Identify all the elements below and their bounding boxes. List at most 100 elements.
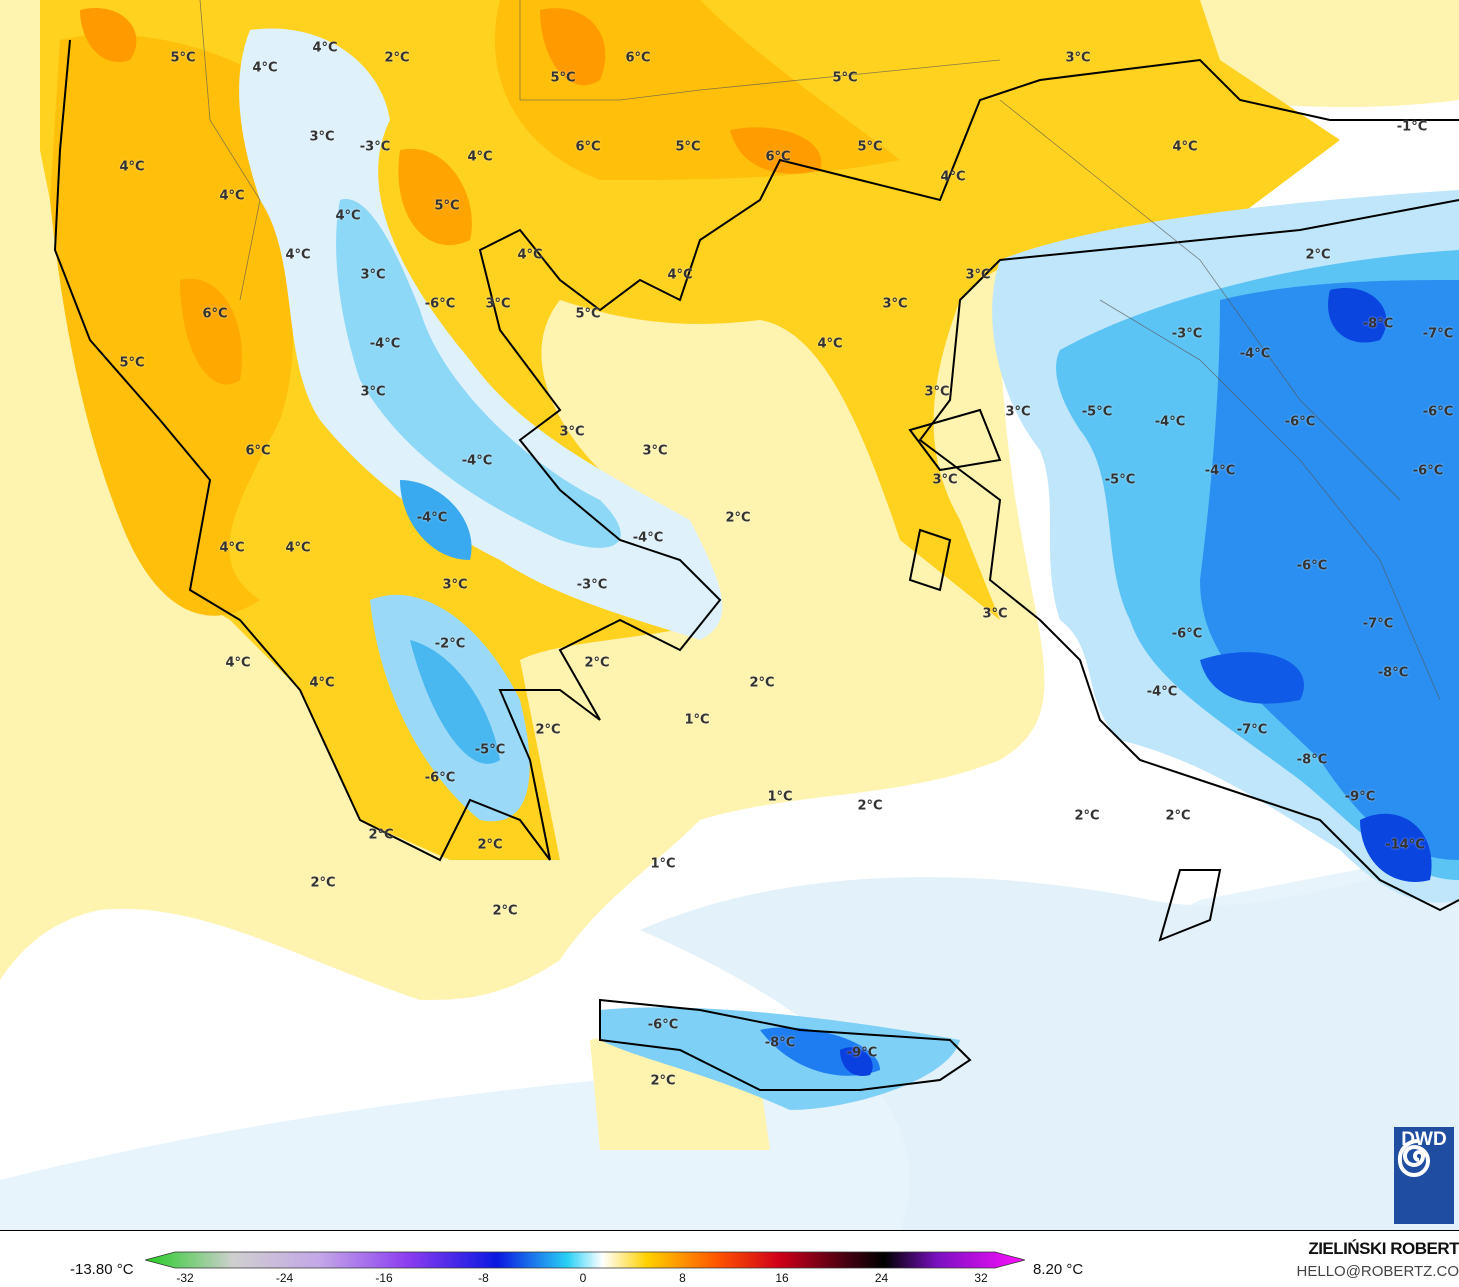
temperature-label: 5°C (170, 50, 196, 66)
temperature-label: 3°C (360, 384, 386, 400)
temperature-label: 4°C (517, 247, 543, 263)
temperature-label: -7°C (1236, 722, 1268, 738)
temperature-label: 6°C (202, 306, 228, 322)
temperature-label: 4°C (817, 336, 843, 352)
temperature-label: 5°C (832, 70, 858, 86)
temperature-label: 2°C (492, 903, 518, 919)
temperature-label: 6°C (575, 139, 601, 155)
temperature-label: -6°C (647, 1017, 679, 1033)
temperature-label: -4°C (461, 453, 493, 469)
temperature-label: 4°C (467, 149, 493, 165)
temperature-label: -14°C (1385, 837, 1425, 853)
temperature-label: 1°C (767, 789, 793, 805)
temperature-label: 1°C (650, 856, 676, 872)
dwd-logo: DWD (1394, 1127, 1454, 1224)
temperature-label: -4°C (1146, 684, 1178, 700)
temperature-label: -8°C (1296, 752, 1328, 768)
temperature-label: 2°C (857, 798, 883, 814)
temperature-map: 5°C 4°C 4°C 2°C 5°C 6°C 5°C 3°C -1°C 3°C -3°C 4°C 6°… (0, 0, 1459, 1231)
temperature-label: -8°C (1377, 665, 1409, 681)
temperature-label: 2°C (650, 1073, 676, 1089)
temperature-label: -6°C (424, 770, 456, 786)
temperature-label: -5°C (1081, 404, 1113, 420)
temperature-label: 3°C (485, 296, 511, 312)
temperature-label: -6°C (1171, 626, 1203, 642)
temperature-label: 5°C (857, 139, 883, 155)
colorbar-tick: 0 (579, 1271, 587, 1285)
temperature-label: 3°C (882, 296, 908, 312)
temperature-label: -4°C (369, 336, 401, 352)
temperature-label: 2°C (368, 827, 394, 843)
map-fields (0, 0, 1459, 1230)
temperature-label: -9°C (1344, 789, 1376, 805)
temperature-label: 3°C (360, 267, 386, 283)
temperature-label: 3°C (642, 443, 668, 459)
temperature-label: -8°C (1362, 316, 1394, 332)
temperature-label: -3°C (576, 577, 608, 593)
temperature-label: 3°C (932, 472, 958, 488)
temperature-label: 4°C (285, 247, 311, 263)
temperature-label: -4°C (1204, 463, 1236, 479)
temperature-label: -4°C (632, 530, 664, 546)
temperature-label: 2°C (725, 510, 751, 526)
logo-text: DWD (1401, 1129, 1447, 1150)
temperature-label: -8°C (764, 1035, 796, 1051)
temperature-label: 4°C (219, 540, 245, 556)
temperature-label: 4°C (940, 169, 966, 185)
temperature-label: 2°C (1074, 808, 1100, 824)
temperature-label: -9°C (846, 1045, 878, 1061)
temperature-label: -6°C (1284, 414, 1316, 430)
legend-min-value: -13.80 °C (70, 1261, 134, 1278)
colorbar-tick: 32 (974, 1271, 988, 1285)
colorbar-legend: -13.80 °C -32 -24 -16 -8 0 8 16 24 32 8.20 °C ZI… (0, 1231, 1459, 1287)
temperature-label: 4°C (312, 40, 338, 56)
temperature-label: 3°C (1065, 50, 1091, 66)
temperature-label: 2°C (535, 722, 561, 738)
temperature-label: 4°C (219, 188, 245, 204)
temperature-label: 4°C (285, 540, 311, 556)
temperature-label: -3°C (359, 139, 391, 155)
temperature-label: 2°C (384, 50, 410, 66)
temperature-label: 4°C (252, 60, 278, 76)
colorbar-tick: -16 (375, 1271, 393, 1285)
temperature-label: -4°C (1239, 346, 1271, 362)
temperature-label: -3°C (1171, 326, 1203, 342)
temperature-label: 4°C (225, 655, 251, 671)
temperature-label: 6°C (765, 149, 791, 165)
temperature-label: -6°C (1412, 463, 1444, 479)
colorbar-tick: 16 (775, 1271, 789, 1285)
colorbar-tick: -24 (275, 1271, 294, 1285)
temperature-label: 3°C (924, 384, 950, 400)
author-email: HELLO@ROBERTZ.CO (1296, 1263, 1459, 1280)
temperature-label: -6°C (424, 296, 456, 312)
temperature-label: -7°C (1362, 616, 1394, 632)
colorbar-tick: -32 (176, 1271, 194, 1285)
temperature-label: 2°C (749, 675, 775, 691)
temperature-label: 4°C (309, 675, 335, 691)
temperature-label: 2°C (1305, 247, 1331, 263)
temperature-label: 3°C (559, 424, 585, 440)
legend-max-value: 8.20 °C (1033, 1261, 1084, 1278)
colorbar-tick: 24 (874, 1271, 889, 1285)
temperature-label: 6°C (245, 443, 271, 459)
temperature-label: 5°C (434, 198, 460, 214)
temperature-label: -6°C (1296, 558, 1328, 574)
colorbar (145, 1251, 1025, 1269)
temperature-label: -1°C (1396, 119, 1428, 135)
spiral-icon (1397, 1138, 1430, 1177)
temperature-label: 5°C (675, 139, 701, 155)
temperature-label: 2°C (310, 875, 336, 891)
temperature-label: 3°C (309, 129, 335, 145)
temperature-label: 2°C (584, 655, 610, 671)
temperature-label: 3°C (1005, 404, 1031, 420)
temperature-label: 4°C (1172, 139, 1198, 155)
temperature-label: -6°C (1422, 404, 1454, 420)
temperature-label: 4°C (335, 208, 361, 224)
temperature-label: 1°C (684, 712, 710, 728)
temperature-label: -5°C (1104, 472, 1136, 488)
temperature-label: 4°C (667, 267, 693, 283)
temperature-label: -2°C (434, 636, 466, 652)
author-name: ZIELIŃSKI ROBERT (1308, 1239, 1459, 1258)
temperature-label: 5°C (575, 306, 601, 322)
temperature-label: 6°C (625, 50, 651, 66)
